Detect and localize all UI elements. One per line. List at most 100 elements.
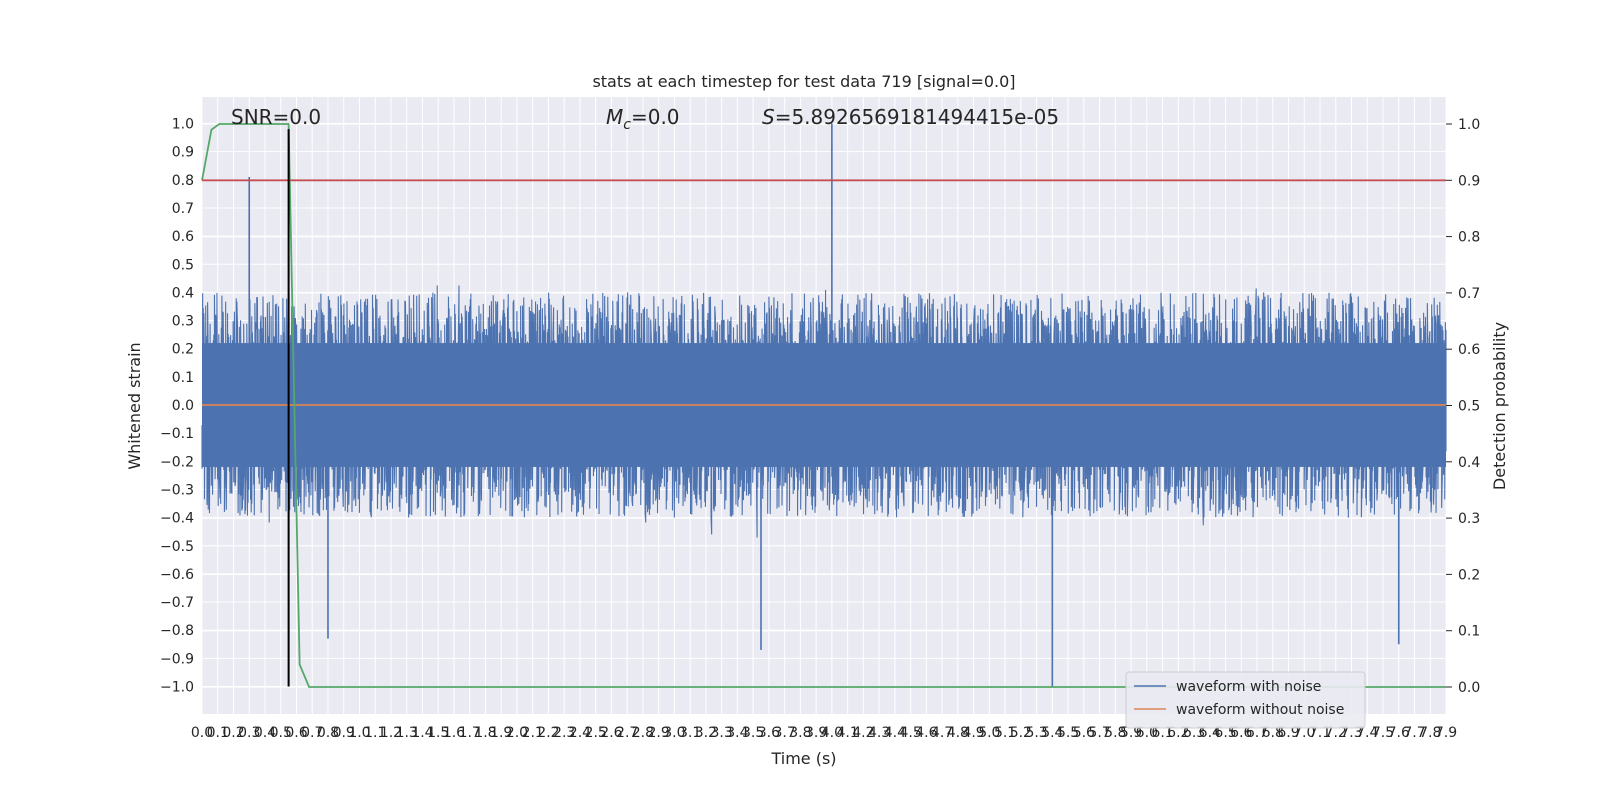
y2-tick-label: 0.0	[1458, 680, 1480, 696]
x-tick-label: 5.6	[1073, 725, 1095, 741]
y-tick-label: 0.0	[172, 398, 194, 414]
x-tick-label: 5.3	[1025, 725, 1047, 741]
x-tick-label: 3.7	[774, 725, 796, 741]
x-tick-label: 4.1	[836, 725, 858, 741]
y2-tick-label: 0.4	[1458, 455, 1480, 471]
x-tick-label: 0.1	[207, 725, 229, 741]
y2-tick-label: 1.0	[1458, 117, 1480, 133]
x-tick-label: 6.2	[1167, 725, 1189, 741]
x-tick-label: 7.0	[1293, 725, 1315, 741]
x-tick-label: 2.3	[553, 725, 575, 741]
x-tick-label: 2.7	[616, 725, 638, 741]
left-y-ticks: 1.0 0.9 0.8 0.7 0.6 0.5 0.4 0.3 0.2 0.1 0.0 −0.1 −0.…	[160, 117, 194, 696]
x-tick-label: 2.5	[585, 725, 607, 741]
x-ticks: 0.00.10.20.30.40.50.60.70.80.91.01.11.21…	[191, 725, 1457, 741]
x-axis-label: Time (s)	[770, 749, 836, 768]
x-tick-label: 5.1	[994, 725, 1016, 741]
y-tick-label: 1.0	[172, 117, 194, 133]
x-tick-label: 6.9	[1277, 725, 1299, 741]
y2-tick-label: 0.5	[1458, 399, 1480, 415]
x-tick-label: 0.3	[238, 725, 260, 741]
y-tick-label: 0.9	[172, 145, 194, 161]
x-tick-label: 3.4	[726, 725, 748, 741]
y-tick-label: 0.5	[172, 257, 194, 273]
x-tick-label: 7.1	[1309, 725, 1331, 741]
x-tick-label: 5.9	[1120, 725, 1142, 741]
x-tick-label: 7.2	[1325, 725, 1347, 741]
x-tick-label: 3.8	[789, 725, 811, 741]
x-tick-label: 1.2	[380, 725, 402, 741]
y-tick-label: 0.8	[172, 173, 194, 189]
x-tick-label: 0.2	[222, 725, 244, 741]
x-tick-label: 4.7	[931, 725, 953, 741]
y2-tick-label: 0.6	[1458, 342, 1480, 358]
x-tick-label: 6.8	[1262, 725, 1284, 741]
s-annotation: S=5.8926569181494415e-05	[762, 105, 1059, 129]
legend-box	[1125, 671, 1366, 729]
x-tick-label: 4.3	[868, 725, 890, 741]
y-tick-label: 0.4	[172, 285, 194, 301]
x-tick-label: 6.4	[1199, 725, 1221, 741]
x-tick-label: 2.2	[537, 725, 559, 741]
x-tick-label: 4.8	[947, 725, 969, 741]
y-tick-label: 0.1	[172, 370, 194, 386]
x-tick-label: 3.1	[679, 725, 701, 741]
x-tick-label: 1.5	[427, 725, 449, 741]
x-tick-label: 3.5	[742, 725, 764, 741]
x-tick-label: 6.1	[1151, 725, 1173, 741]
x-tick-label: 6.6	[1230, 725, 1252, 741]
y-tick-label: −0.4	[160, 511, 194, 527]
x-tick-label: 5.5	[1057, 725, 1079, 741]
x-tick-label: 7.7	[1403, 725, 1425, 741]
y2-tick-label: 0.8	[1458, 230, 1480, 246]
x-tick-label: 4.0	[821, 725, 843, 741]
chart-title: stats at each timestep for test data 719…	[592, 72, 1015, 91]
legend-label-noise: waveform with noise	[1176, 679, 1321, 695]
x-tick-label: 7.8	[1419, 725, 1441, 741]
y-tick-label: −0.9	[160, 651, 194, 667]
x-tick-label: 6.5	[1214, 725, 1236, 741]
x-tick-label: 5.4	[1041, 725, 1063, 741]
x-tick-label: 2.4	[569, 725, 591, 741]
x-tick-label: 3.6	[758, 725, 780, 741]
x-tick-label: 0.5	[270, 725, 292, 741]
x-tick-label: 5.8	[1104, 725, 1126, 741]
y-axis-label: Whitened strain	[125, 342, 144, 469]
detection-probability-line	[201, 123, 1446, 688]
x-tick-label: 1.8	[474, 725, 496, 741]
x-tick-label: 2.8	[632, 725, 654, 741]
y-tick-label: 0.6	[172, 229, 194, 245]
y2-tick-label: 0.2	[1458, 567, 1480, 583]
x-tick-label: 1.1	[364, 725, 386, 741]
y-tick-label: −0.6	[160, 567, 194, 583]
chirp-mass-annotation: Mc=0.0	[606, 105, 680, 133]
x-tick-label: 0.0	[191, 725, 213, 741]
x-tick-label: 0.7	[301, 725, 323, 741]
y-tick-label: −1.0	[160, 680, 194, 696]
y-tick-label: −0.1	[160, 426, 194, 442]
y-tick-label: −0.8	[160, 623, 194, 639]
x-tick-label: 1.7	[459, 725, 481, 741]
right-y-ticks: 1.0 0.9 0.8 0.7 0.6 0.5 0.4 0.3 0.2 0.1 0.0	[1446, 117, 1480, 696]
y2-axis-label: Detection probability	[1490, 322, 1509, 490]
x-tick-label: 2.1	[522, 725, 544, 741]
x-tick-label: 4.4	[884, 725, 906, 741]
x-tick-label: 1.0	[348, 725, 370, 741]
x-tick-label: 5.2	[1010, 725, 1032, 741]
overlay-lines	[201, 123, 1446, 688]
x-tick-label: 3.3	[711, 725, 733, 741]
y-tick-label: −0.3	[160, 482, 194, 498]
legend: waveform with noise waveform without noi…	[1125, 671, 1366, 729]
x-tick-label: 4.2	[852, 725, 874, 741]
x-tick-label: 5.0	[978, 725, 1000, 741]
x-tick-label: 0.6	[285, 725, 307, 741]
x-tick-label: 2.6	[600, 725, 622, 741]
legend-label-clean: waveform without noise	[1176, 702, 1344, 718]
x-tick-label: 1.4	[411, 725, 433, 741]
x-tick-label: 7.5	[1372, 725, 1394, 741]
y-tick-label: 0.7	[172, 201, 194, 217]
x-tick-label: 7.3	[1340, 725, 1362, 741]
x-tick-label: 4.5	[899, 725, 921, 741]
x-tick-label: 3.0	[663, 725, 685, 741]
